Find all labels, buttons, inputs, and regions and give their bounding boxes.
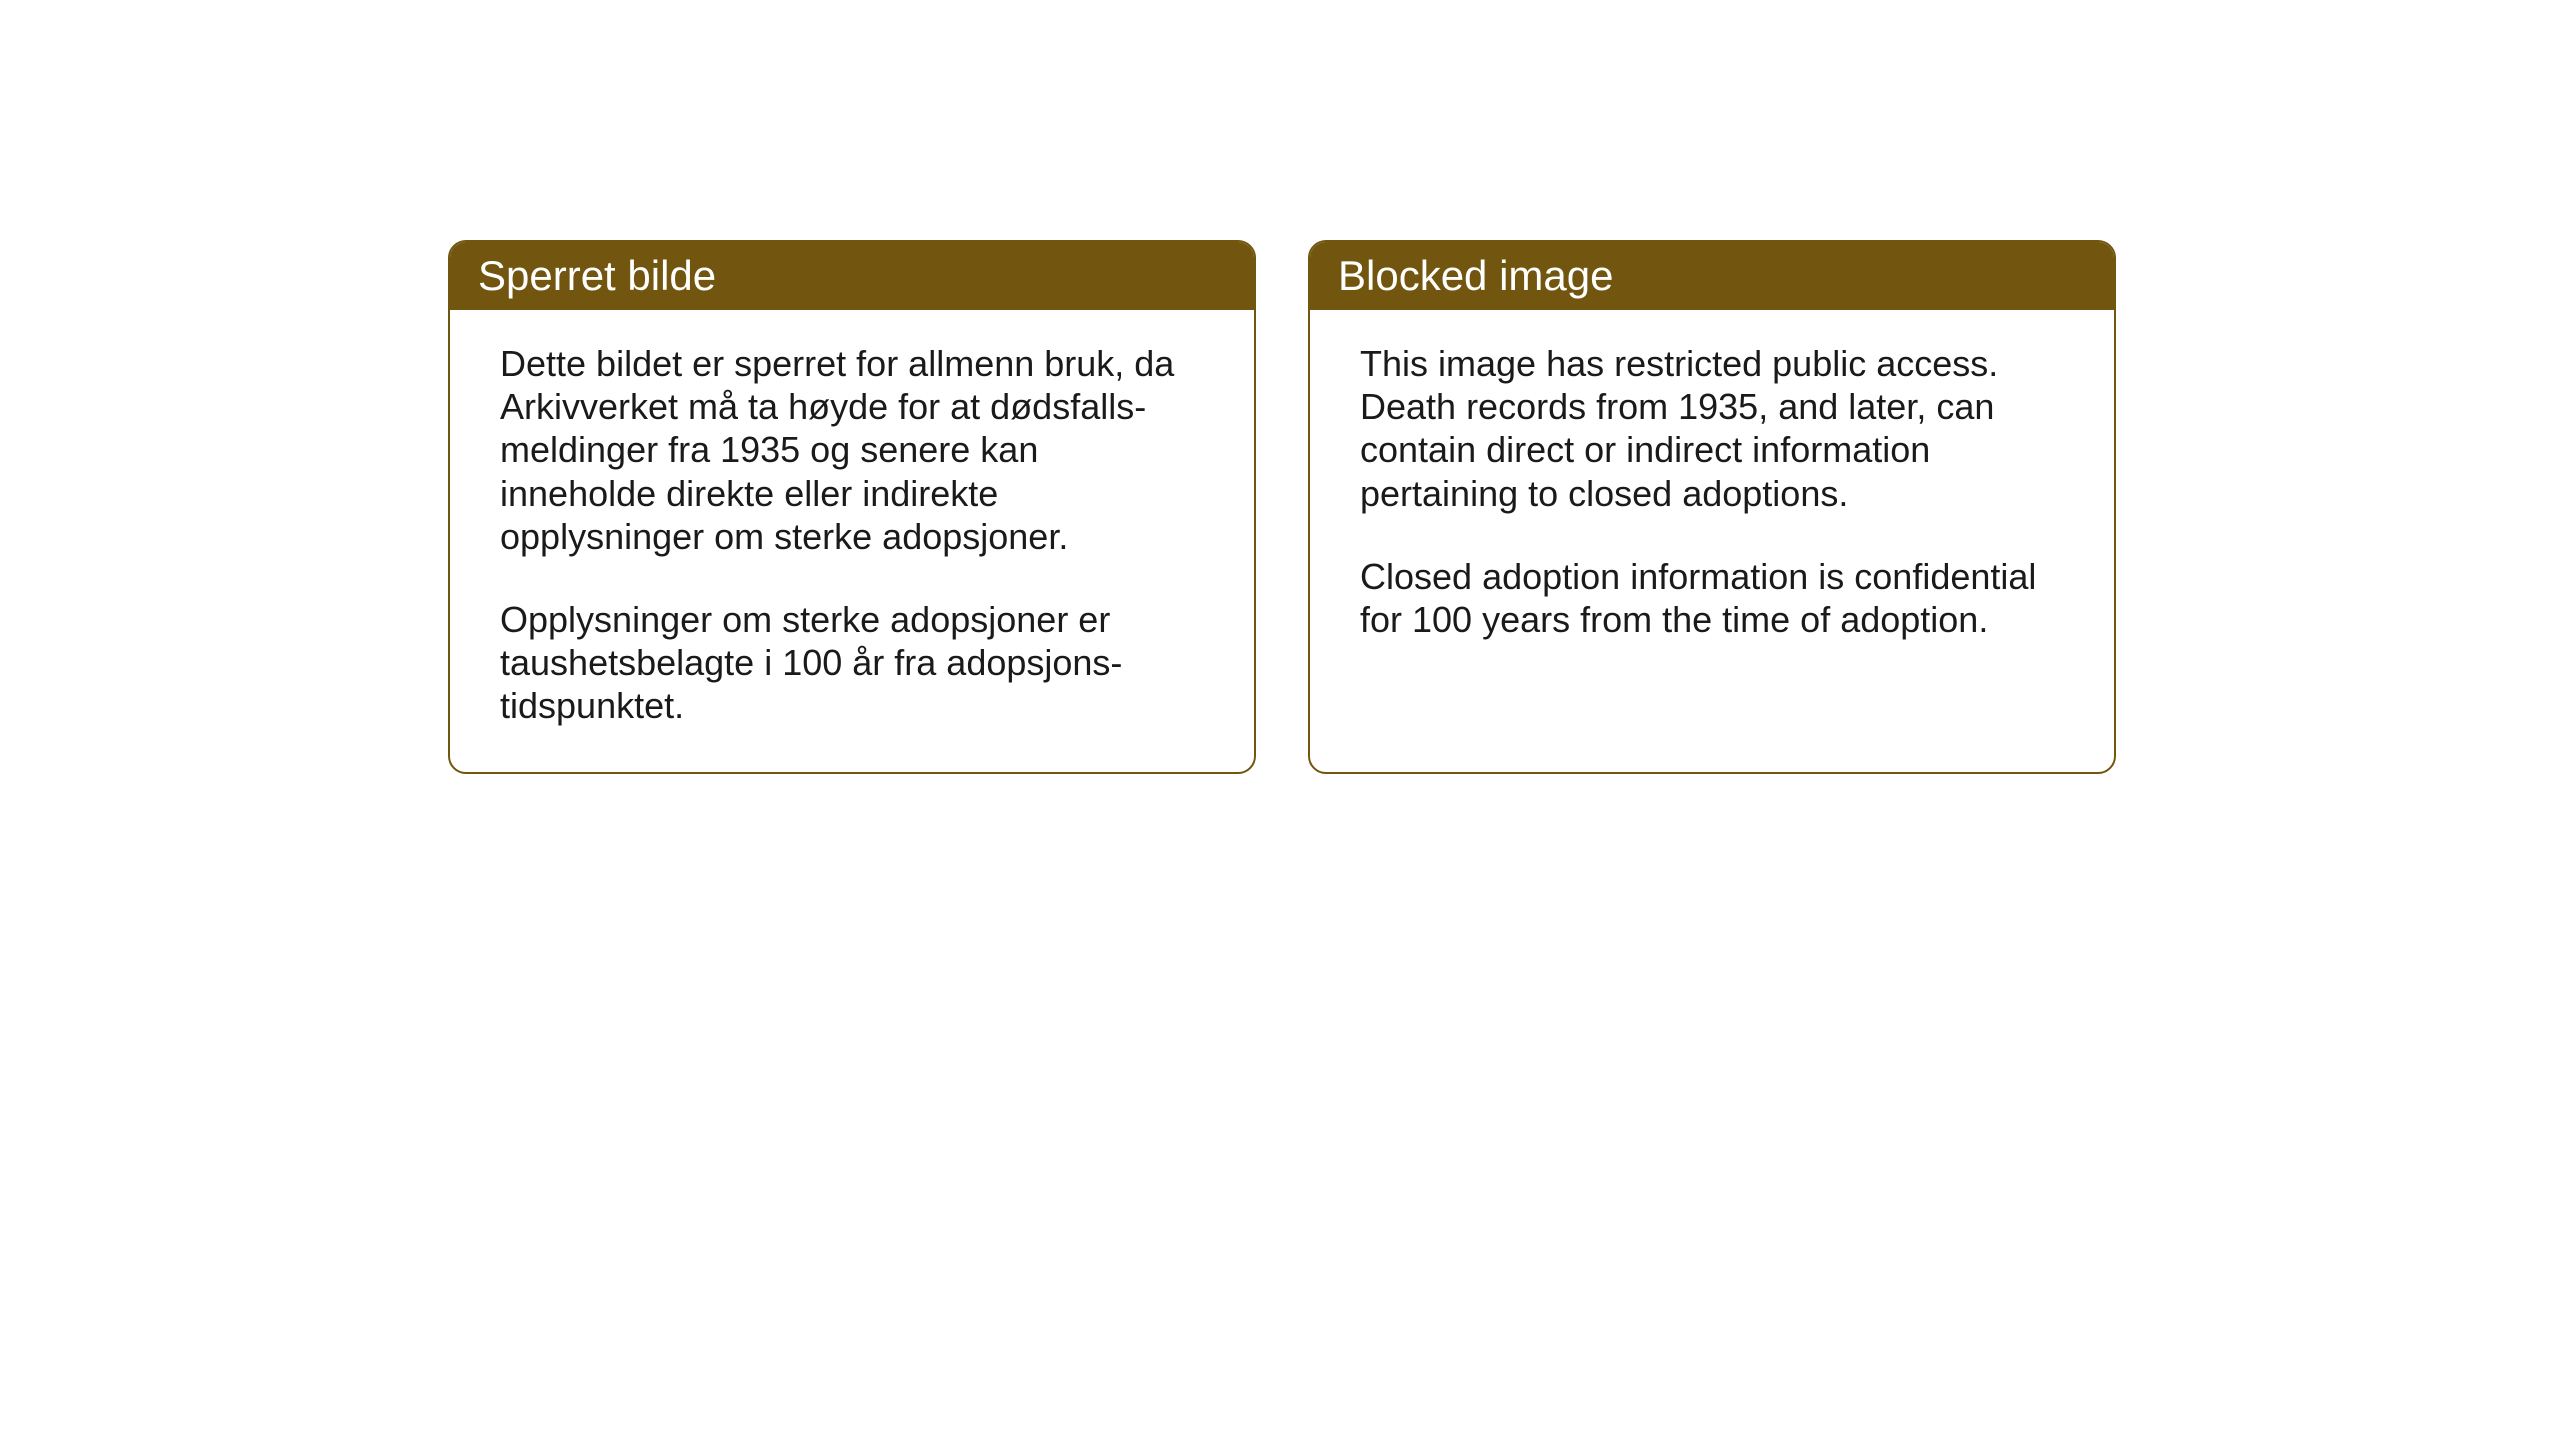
card-body-norwegian: Dette bildet er sperret for allmenn bruk… [450,310,1254,772]
notice-container: Sperret bilde Dette bildet er sperret fo… [448,240,2116,774]
card-paragraph2-norwegian: Opplysninger om sterke adopsjoner er tau… [500,598,1204,728]
card-header-english: Blocked image [1310,242,2114,310]
notice-card-english: Blocked image This image has restricted … [1308,240,2116,774]
card-paragraph2-english: Closed adoption information is confident… [1360,555,2064,641]
card-header-norwegian: Sperret bilde [450,242,1254,310]
card-body-english: This image has restricted public access.… [1310,310,2114,685]
card-title-english: Blocked image [1338,252,1613,299]
card-title-norwegian: Sperret bilde [478,252,716,299]
card-paragraph1-english: This image has restricted public access.… [1360,342,2064,515]
notice-card-norwegian: Sperret bilde Dette bildet er sperret fo… [448,240,1256,774]
card-paragraph1-norwegian: Dette bildet er sperret for allmenn bruk… [500,342,1204,558]
